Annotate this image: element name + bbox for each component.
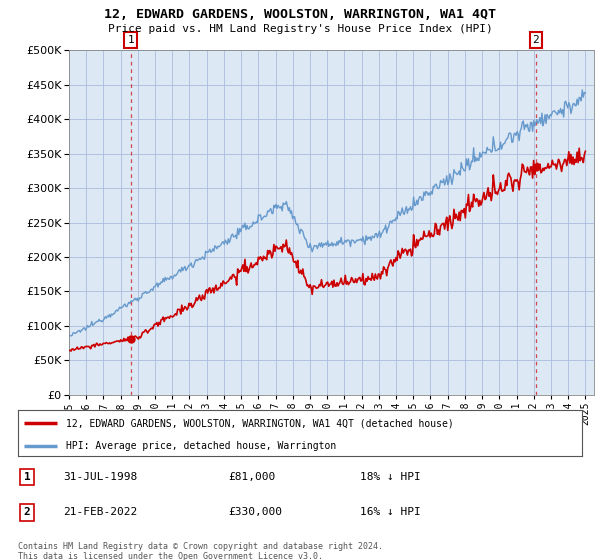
Text: Price paid vs. HM Land Registry's House Price Index (HPI): Price paid vs. HM Land Registry's House … bbox=[107, 24, 493, 34]
Text: 12, EDWARD GARDENS, WOOLSTON, WARRINGTON, WA1 4QT (detached house): 12, EDWARD GARDENS, WOOLSTON, WARRINGTON… bbox=[66, 418, 454, 428]
Text: 1: 1 bbox=[127, 35, 134, 45]
Text: 2: 2 bbox=[23, 507, 31, 517]
Text: 2: 2 bbox=[533, 35, 539, 45]
Text: £330,000: £330,000 bbox=[228, 507, 282, 517]
Text: £81,000: £81,000 bbox=[228, 472, 275, 482]
Text: 12, EDWARD GARDENS, WOOLSTON, WARRINGTON, WA1 4QT: 12, EDWARD GARDENS, WOOLSTON, WARRINGTON… bbox=[104, 8, 496, 21]
Text: 18% ↓ HPI: 18% ↓ HPI bbox=[360, 472, 421, 482]
Text: 31-JUL-1998: 31-JUL-1998 bbox=[63, 472, 137, 482]
Text: 16% ↓ HPI: 16% ↓ HPI bbox=[360, 507, 421, 517]
Text: 21-FEB-2022: 21-FEB-2022 bbox=[63, 507, 137, 517]
Text: Contains HM Land Registry data © Crown copyright and database right 2024.
This d: Contains HM Land Registry data © Crown c… bbox=[18, 542, 383, 560]
Text: 1: 1 bbox=[23, 472, 31, 482]
Text: HPI: Average price, detached house, Warrington: HPI: Average price, detached house, Warr… bbox=[66, 441, 336, 451]
